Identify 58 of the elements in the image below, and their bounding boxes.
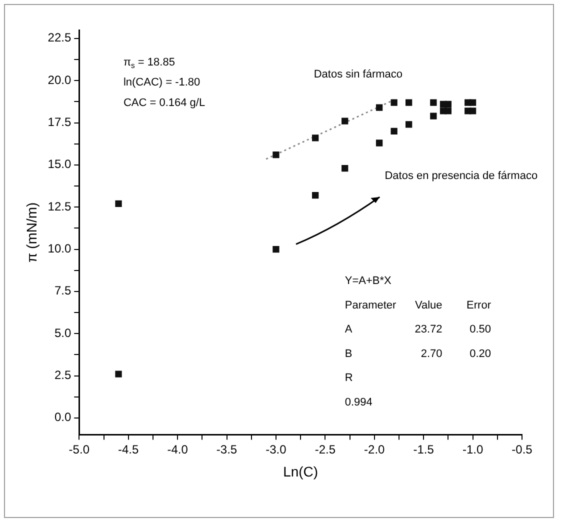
point [376, 140, 383, 146]
point [390, 99, 398, 106]
annotation: 23.72 [414, 324, 442, 336]
annotation: 0.20 [470, 348, 492, 360]
annotation: 2.70 [420, 348, 442, 360]
x-axis-title: Ln(C) [283, 463, 318, 480]
point [115, 200, 122, 208]
point [115, 370, 122, 378]
annotation: Value [414, 299, 442, 312]
annotation: Parameter [344, 299, 397, 312]
x-tick-label: -0.5 [512, 442, 533, 456]
y-tick-label: 15.0 [48, 157, 72, 172]
point [469, 108, 476, 114]
y-tick-label: 17.5 [48, 115, 72, 130]
annotation: Error [466, 299, 492, 312]
y-tick-label: 5.0 [54, 326, 72, 340]
x-tick-label: -4.0 [167, 442, 188, 456]
y-tick-label: 10.0 [48, 242, 72, 256]
point [390, 128, 398, 135]
point [444, 108, 452, 114]
point [430, 99, 437, 106]
point [272, 246, 280, 253]
point [406, 121, 412, 128]
point [469, 99, 476, 106]
y-tick-label: 2.5 [54, 368, 72, 382]
x-tick-label: -2.0 [364, 442, 386, 456]
y-tick-label: 7.5 [54, 284, 72, 298]
point [312, 134, 319, 142]
x-tick-label: -2.5 [314, 442, 336, 456]
annotation: A [344, 324, 353, 336]
annotation: B [344, 348, 352, 360]
x-tick-label: -1.0 [462, 442, 484, 456]
y-tick-label: 22.5 [48, 30, 72, 45]
annotation: Y=A+B*X [344, 275, 392, 288]
point [406, 99, 412, 106]
annotation: 0.994 [344, 396, 372, 408]
y-tick-label: 0.0 [54, 410, 72, 424]
annotation: CAC = 0.164 g/L [123, 96, 206, 109]
x-tick-label: -1.5 [413, 442, 434, 456]
x-tick-label: -5.0 [68, 442, 90, 456]
annotation: R [344, 372, 353, 384]
x-tick-label: -4.5 [118, 442, 140, 456]
point [312, 192, 319, 199]
point [272, 151, 280, 158]
point [342, 118, 348, 124]
point [342, 164, 348, 172]
annotation: 0.50 [470, 324, 492, 336]
annotation: Datos en presencia de fármaco [384, 170, 538, 182]
y-tick-label: 20.0 [48, 72, 72, 87]
annotation: ln(CAC) = -1.80 [123, 76, 200, 89]
x-tick-label: -3.0 [266, 442, 287, 456]
x-tick-label: -3.5 [216, 442, 238, 456]
y-axis-title: π (mN/m) [23, 202, 40, 262]
y-tick-label: 12.5 [48, 199, 72, 214]
point [430, 112, 437, 120]
annotation: Datos sin fármaco [314, 68, 403, 81]
point [444, 100, 452, 108]
point [376, 104, 383, 111]
